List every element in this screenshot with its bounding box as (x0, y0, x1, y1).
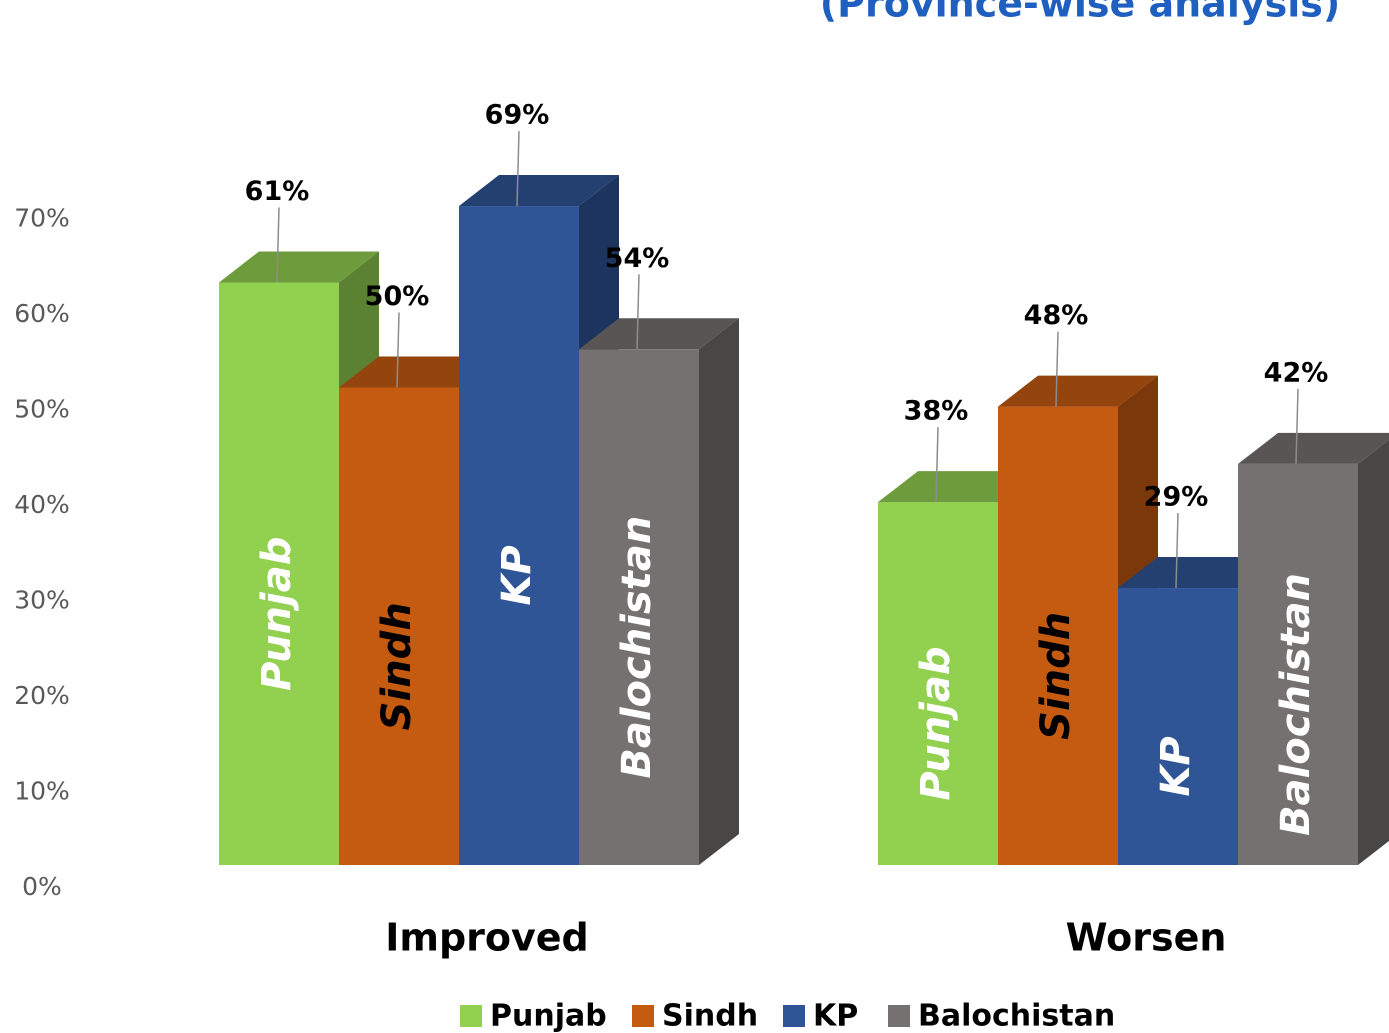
legend-swatch (888, 1005, 910, 1027)
legend-swatch (460, 1005, 482, 1027)
legend-label: Punjab (490, 999, 607, 1033)
legend-label: KP (813, 999, 858, 1033)
legend-swatch (783, 1005, 805, 1027)
bar-name-label: Punjab (913, 646, 959, 800)
data-label: 54% (605, 243, 670, 274)
bar-top (579, 318, 739, 350)
bar-front (1238, 463, 1358, 865)
y-tick-label: 60% (14, 299, 70, 328)
data-label: 42% (1264, 357, 1329, 388)
data-label: 69% (485, 100, 550, 131)
bar-top (1238, 432, 1389, 464)
y-tick-label: 40% (14, 490, 70, 519)
bar-front (459, 206, 579, 866)
leader-line (396, 312, 400, 388)
legend-label: Sindh (662, 999, 758, 1033)
x-tick-label: Improved (385, 916, 589, 960)
y-tick-label: 10% (14, 777, 70, 806)
bar-front (339, 387, 459, 865)
bar-front (1118, 588, 1238, 865)
bar-top (459, 175, 619, 207)
chart-title: (Province-wise analysis) (820, 0, 1341, 26)
bar-front (579, 349, 699, 865)
bar-top (219, 251, 379, 283)
data-label: 48% (1024, 300, 1089, 331)
bar-name-label: Balochistan (614, 516, 660, 779)
y-tick-label: 50% (14, 395, 70, 424)
leader-line (276, 207, 280, 283)
y-tick-label: 70% (14, 204, 70, 233)
bar-front (219, 282, 339, 865)
data-label: 61% (245, 176, 310, 207)
bar-name-label: Sindh (1033, 612, 1079, 740)
leader-line (935, 427, 939, 503)
legend-swatch (632, 1005, 654, 1027)
data-label: 50% (365, 281, 430, 312)
leader-line (516, 131, 520, 207)
y-tick-label: 0% (22, 872, 62, 901)
legend-label: Balochistan (918, 999, 1115, 1033)
bar-front (878, 502, 998, 865)
bar-name-label: KP (1153, 736, 1199, 796)
bar-name-label: Sindh (374, 602, 420, 730)
data-label: 29% (1144, 482, 1209, 513)
data-label: 38% (904, 396, 969, 427)
y-tick-label: 30% (14, 586, 70, 615)
x-tick-label: Worsen (1066, 916, 1227, 960)
bar-top (998, 375, 1158, 407)
bar-front (998, 406, 1118, 865)
y-tick-label: 20% (14, 681, 70, 710)
bar-side (1358, 439, 1389, 865)
bar-side (699, 318, 739, 865)
leader-line (636, 274, 640, 350)
leader-line (1055, 331, 1059, 407)
leader-line (1175, 513, 1179, 589)
bar-name-label: Punjab (254, 537, 300, 691)
leader-line (1295, 388, 1299, 464)
bar-name-label: Balochistan (1273, 573, 1319, 836)
bar-name-label: KP (494, 545, 540, 605)
